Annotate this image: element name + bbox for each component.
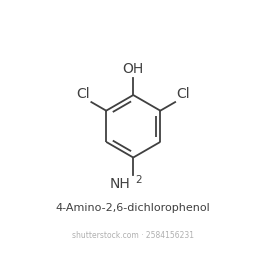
Text: Cl: Cl — [177, 87, 190, 101]
Text: Cl: Cl — [76, 87, 90, 101]
Text: shutterstock.com · 2584156231: shutterstock.com · 2584156231 — [72, 231, 194, 240]
Text: 4-Amino-2,6-dichlorophenol: 4-Amino-2,6-dichlorophenol — [56, 203, 211, 213]
Text: 2: 2 — [135, 175, 142, 185]
Text: OH: OH — [123, 62, 144, 76]
Text: NH: NH — [110, 177, 131, 191]
